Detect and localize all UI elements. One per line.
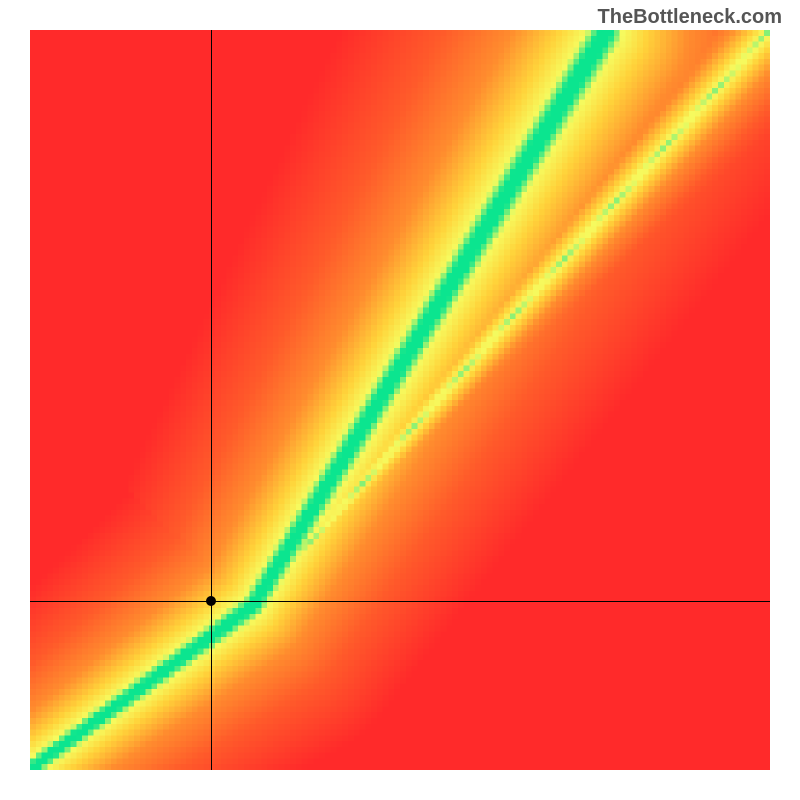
chart-container: TheBottleneck.com (0, 0, 800, 800)
bottleneck-heatmap (30, 30, 770, 770)
crosshair-vertical (211, 30, 212, 770)
crosshair-horizontal (30, 601, 770, 602)
watermark-text: TheBottleneck.com (598, 6, 782, 29)
